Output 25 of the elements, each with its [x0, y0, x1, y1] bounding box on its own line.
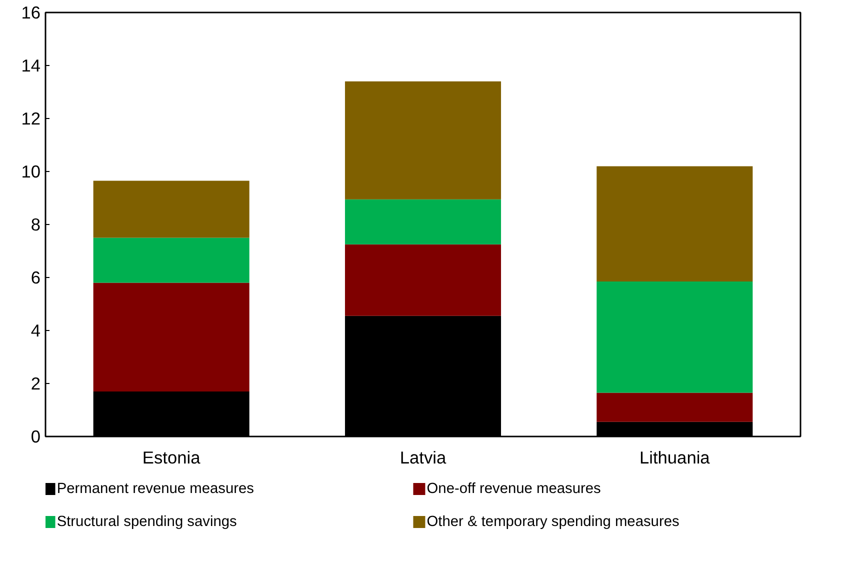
bar [93, 282, 250, 392]
x-tick-label: Latvia [400, 448, 446, 468]
x-tick-label: Estonia [142, 448, 201, 468]
bar [596, 392, 753, 422]
y-tick-label: 14 [21, 56, 41, 76]
bar [93, 238, 250, 283]
y-tick-label: 0 [30, 426, 41, 446]
bar [596, 166, 753, 282]
legend-label: Permanent revenue measures [56, 481, 254, 497]
y-tick-label: 10 [21, 162, 41, 182]
y-tick-label: 2 [30, 374, 41, 394]
bar [344, 81, 502, 200]
bar [344, 199, 502, 244]
bar [344, 244, 502, 316]
bar [596, 281, 753, 393]
y-tick-label: 4 [30, 320, 41, 340]
legend-label: Structural spending savings [56, 514, 237, 530]
y-tick-label: 8 [30, 214, 41, 234]
x-tick-label: Lithuania [640, 448, 710, 468]
y-tick-label: 12 [21, 108, 41, 128]
bar [93, 180, 250, 238]
y-tick-label: 6 [30, 268, 41, 288]
y-tick-label: 16 [21, 2, 41, 22]
legend-label: One-off revenue measures [426, 481, 601, 497]
legend-label: Other & temporary spending measures [426, 514, 680, 530]
